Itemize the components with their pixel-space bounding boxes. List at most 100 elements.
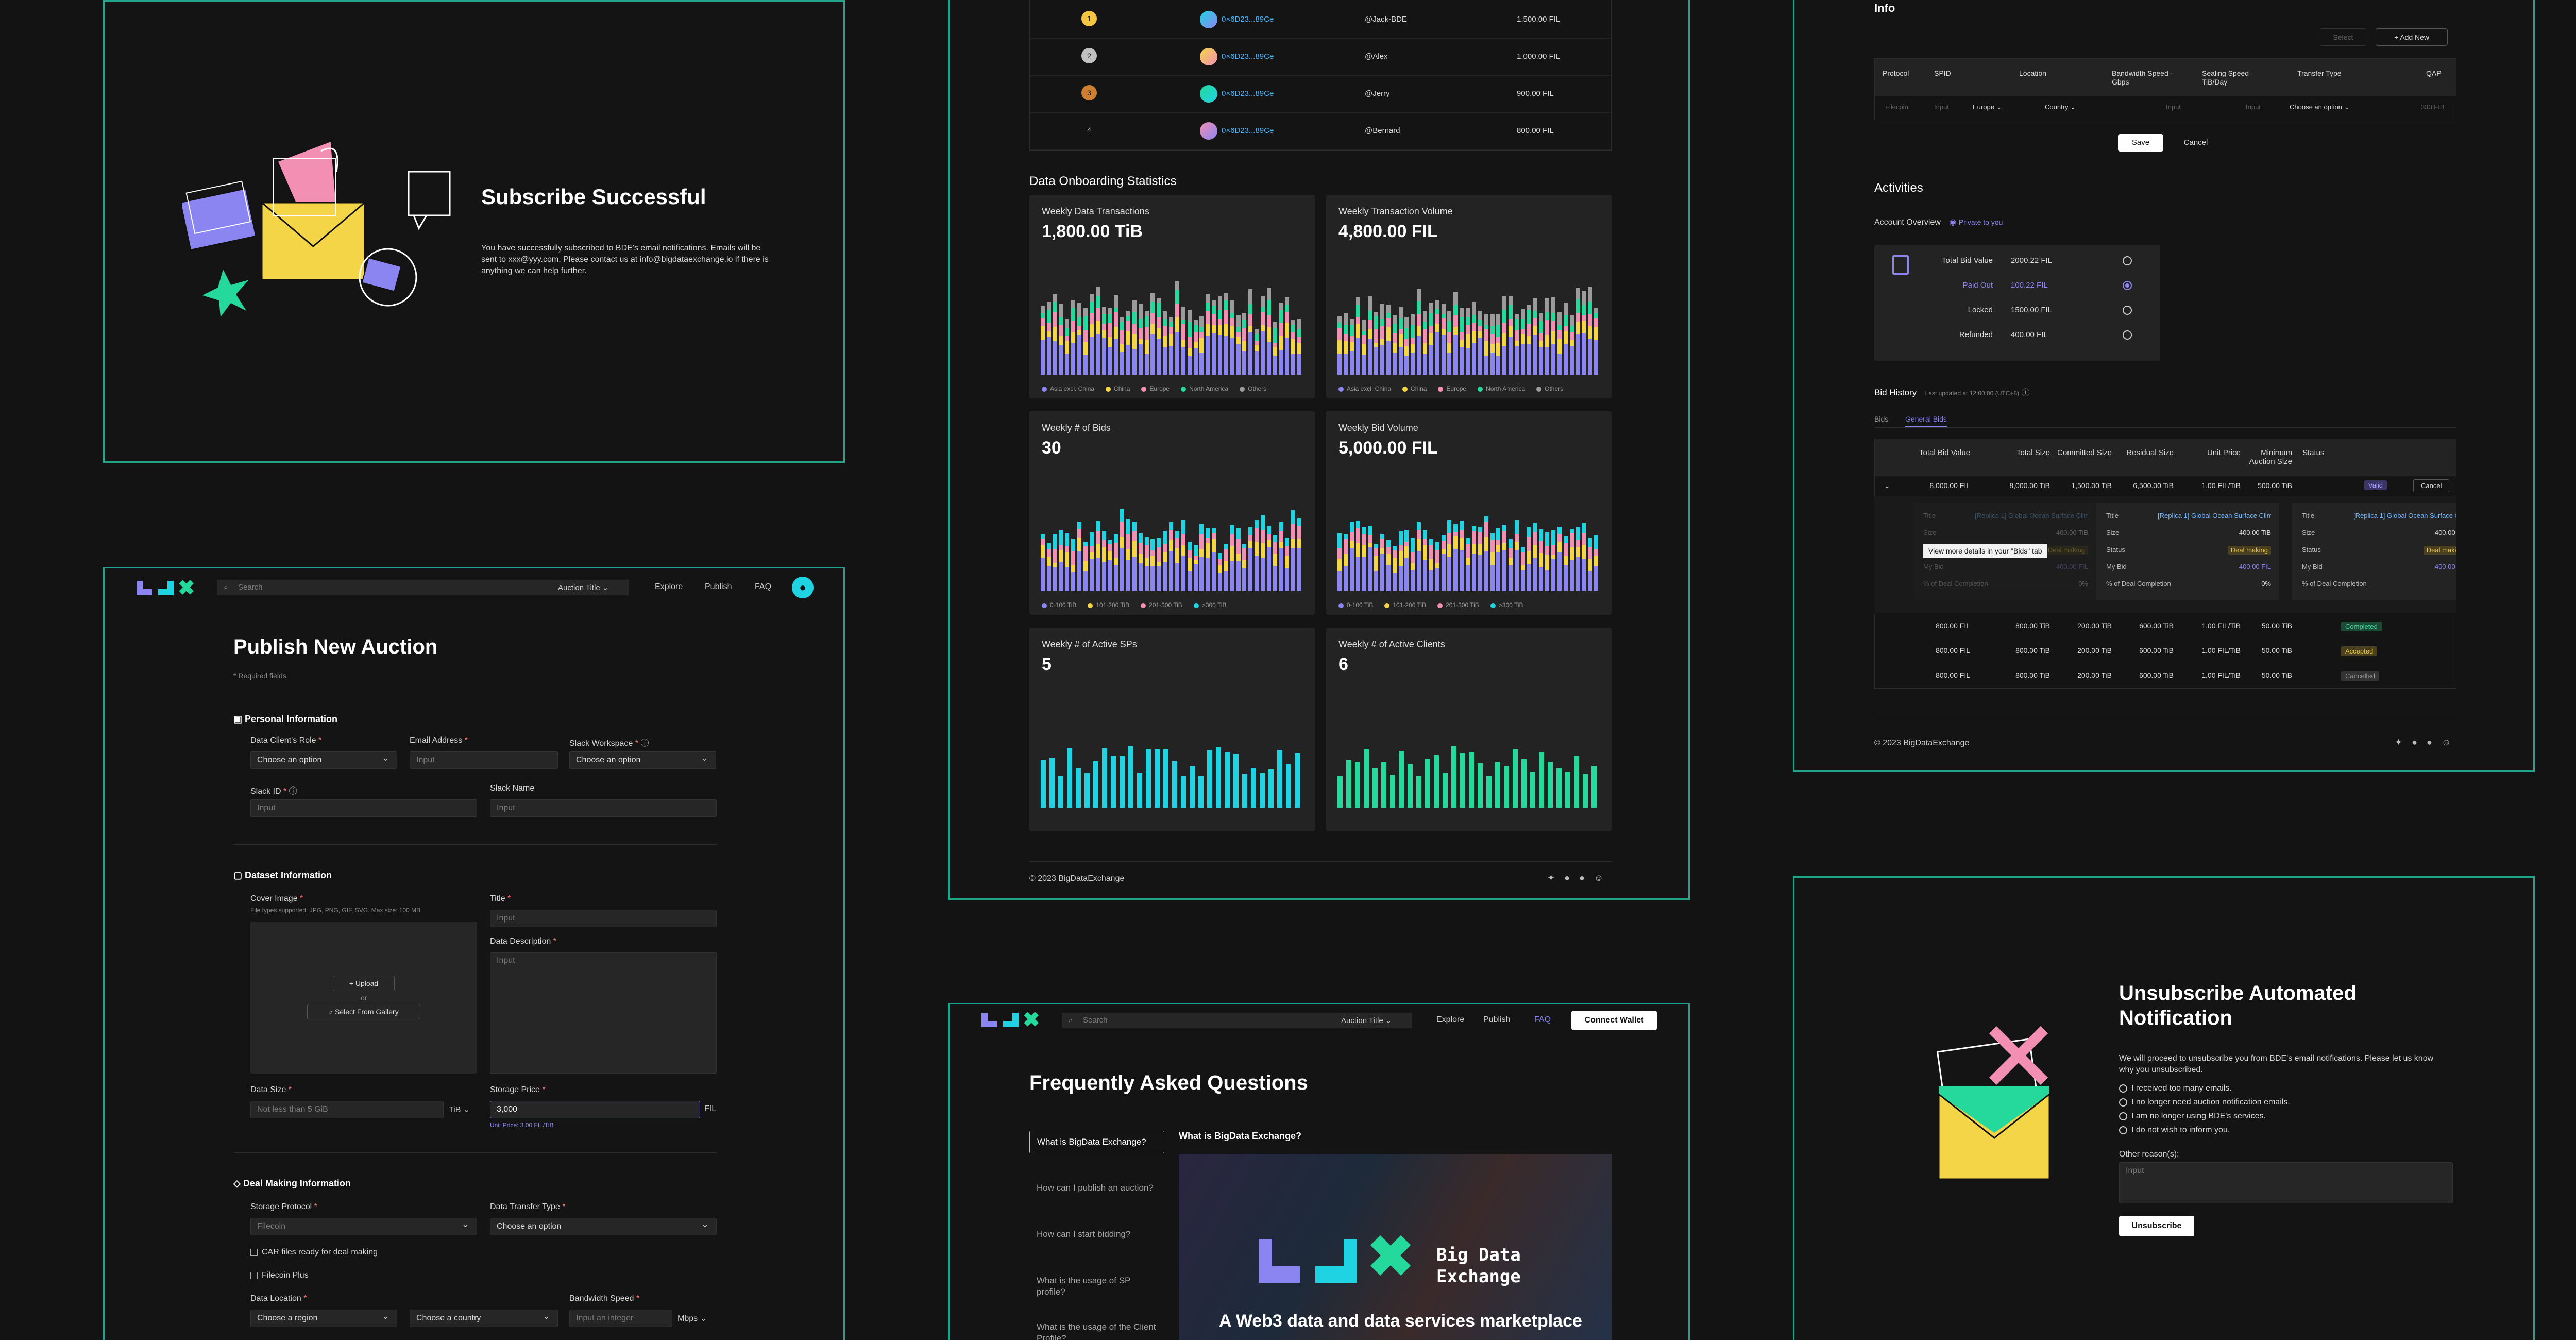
unsubscribe-button[interactable]: Unsubscribe bbox=[2119, 1216, 2194, 1236]
social-icons[interactable]: ✦●●☺ bbox=[2395, 737, 2460, 748]
region-select[interactable]: Choose a region bbox=[250, 1310, 397, 1327]
cancel-bid-button[interactable]: Cancel bbox=[2413, 479, 2450, 492]
bar-segment bbox=[1355, 338, 1360, 375]
chart-bar bbox=[1460, 308, 1464, 375]
wallet-address[interactable]: 0×6D23...89Ce bbox=[1222, 15, 1274, 24]
slack-id-field[interactable]: Input bbox=[250, 799, 477, 817]
faq-item[interactable]: What is the usage of the Client Profile? bbox=[1037, 1322, 1156, 1340]
bandwidth-unit-select[interactable]: Mbps ⌄ bbox=[677, 1314, 707, 1323]
table-cell[interactable]: Input bbox=[1934, 103, 1949, 111]
email-field[interactable]: Input bbox=[410, 751, 558, 769]
table-cell[interactable]: Choose an option ⌄ bbox=[2290, 103, 2350, 111]
upload-button[interactable]: + Upload bbox=[333, 976, 395, 991]
medium-icon[interactable]: ●● bbox=[1564, 873, 1594, 883]
connect-wallet-button[interactable]: Connect Wallet bbox=[1571, 1011, 1657, 1030]
faq-item[interactable]: How can I start bidding? bbox=[1037, 1229, 1131, 1239]
search-input[interactable]: ⌕ Search bbox=[217, 580, 629, 595]
bde-logo[interactable]: ✖ bbox=[137, 578, 198, 598]
tab-general-bids[interactable]: General Bids bbox=[1905, 415, 1947, 427]
filecoin-plus-checkbox[interactable]: Filecoin Plus bbox=[250, 1271, 309, 1280]
status-badge: Accepted bbox=[2341, 646, 2378, 656]
nav-faq[interactable]: FAQ bbox=[1534, 1015, 1551, 1024]
bar-segment bbox=[1095, 531, 1100, 544]
nav-faq[interactable]: FAQ bbox=[755, 582, 772, 591]
faq-item[interactable]: How can I publish an auction? bbox=[1037, 1183, 1154, 1193]
search-scope-select[interactable]: Auction Title ⌄ bbox=[1341, 1016, 1392, 1025]
cancel-button[interactable]: Cancel bbox=[2183, 138, 2208, 147]
info-icon[interactable]: ⓘ bbox=[640, 739, 649, 748]
info-icon[interactable]: ⓘ bbox=[289, 787, 297, 796]
table-cell[interactable]: Country ⌄ bbox=[2045, 103, 2076, 111]
slack-name-field[interactable]: Input bbox=[490, 799, 717, 817]
search-scope-select[interactable]: Auction Title ⌄ bbox=[558, 583, 609, 592]
avatar[interactable]: ● bbox=[792, 577, 814, 598]
cover-dropzone[interactable]: + Upload or ⌕ Select From Gallery bbox=[250, 922, 477, 1074]
info-icon[interactable]: ⓘ bbox=[2021, 389, 2030, 397]
table-cell[interactable]: Input bbox=[2246, 103, 2261, 111]
add-new-button[interactable]: + Add New bbox=[2376, 28, 2448, 46]
medium-icon[interactable]: ●● bbox=[2412, 737, 2442, 747]
country-select[interactable]: Choose a country bbox=[410, 1310, 558, 1327]
table-cell[interactable]: Input bbox=[2166, 103, 2181, 111]
search-input[interactable]: ⌕ Search bbox=[1062, 1013, 1412, 1028]
protocol-select[interactable]: Filecoin bbox=[250, 1218, 477, 1235]
car-ready-checkbox[interactable]: CAR files ready for deal making bbox=[250, 1248, 378, 1257]
bar-segment bbox=[1563, 331, 1568, 344]
transfer-select[interactable]: Choose an option bbox=[490, 1218, 717, 1235]
bde-logo[interactable]: ✖ bbox=[981, 1010, 1043, 1030]
table-cell[interactable]: Filecoin bbox=[1885, 103, 1908, 111]
bar-segment bbox=[1447, 544, 1452, 557]
select-gallery-button[interactable]: ⌕ Select From Gallery bbox=[307, 1004, 420, 1019]
data-size-field[interactable]: Not less than 5 GiB bbox=[250, 1101, 444, 1118]
overview-radio[interactable] bbox=[2123, 256, 2132, 265]
description-field[interactable]: Input bbox=[490, 952, 717, 1074]
nav-publish[interactable]: Publish bbox=[705, 582, 732, 591]
select-button[interactable]: Select bbox=[2320, 28, 2366, 46]
chart-bar bbox=[1343, 534, 1348, 591]
role-select[interactable]: Choose an option bbox=[250, 751, 397, 769]
slack-workspace-select[interactable]: Choose an option bbox=[569, 751, 716, 769]
overview-radio[interactable] bbox=[2123, 330, 2132, 340]
data-size-unit-select[interactable]: TiB ⌄ bbox=[449, 1105, 470, 1114]
reason-radio[interactable]: I am no longer using BDE's services. bbox=[2119, 1112, 2266, 1121]
wallet-address[interactable]: 0×6D23...89Ce bbox=[1222, 126, 1274, 135]
chart-bar bbox=[1144, 311, 1149, 375]
username[interactable]: @Alex bbox=[1365, 52, 1388, 61]
detail-label: Size bbox=[2302, 529, 2315, 537]
twitter-icon[interactable]: ✦ bbox=[1547, 873, 1565, 883]
reason-radio[interactable]: I no longer need auction notification em… bbox=[2119, 1098, 2290, 1107]
chevron-down-icon[interactable]: ⌄ bbox=[1884, 481, 1890, 490]
nav-explore[interactable]: Explore bbox=[655, 582, 683, 591]
table-cell[interactable]: 333 FIB bbox=[2421, 103, 2445, 111]
twitter-icon[interactable]: ✦ bbox=[2395, 737, 2412, 747]
detail-label: Size bbox=[2106, 529, 2120, 537]
faq-item[interactable]: What is the usage of SP profile? bbox=[1037, 1276, 1131, 1297]
nav-publish[interactable]: Publish bbox=[1483, 1015, 1511, 1024]
reason-radio[interactable]: I received too many emails. bbox=[2119, 1084, 2232, 1093]
chart-bar bbox=[1297, 518, 1302, 591]
wallet-address[interactable]: 0×6D23...89Ce bbox=[1222, 52, 1274, 61]
wallet-address[interactable]: 0×6D23...89Ce bbox=[1222, 89, 1274, 98]
other-reason-field[interactable]: Input bbox=[2119, 1162, 2453, 1203]
overview-radio[interactable] bbox=[2123, 281, 2132, 290]
username[interactable]: @Jack-BDE bbox=[1365, 15, 1407, 24]
username[interactable]: @Jerry bbox=[1365, 89, 1390, 98]
overview-radio[interactable] bbox=[2123, 306, 2132, 315]
bar-segment bbox=[1362, 344, 1366, 355]
price-field[interactable]: 3,000 bbox=[490, 1101, 700, 1118]
tab-bids[interactable]: Bids bbox=[1874, 415, 1889, 423]
reason-radio[interactable]: I do not wish to inform you. bbox=[2119, 1126, 2230, 1135]
save-button[interactable]: Save bbox=[2118, 134, 2163, 152]
nav-explore[interactable]: Explore bbox=[1436, 1015, 1465, 1024]
bar-segment bbox=[1466, 565, 1470, 591]
bar-segment bbox=[1297, 548, 1302, 591]
discord-icon[interactable]: ☺ bbox=[1594, 873, 1613, 883]
faq-item[interactable]: What is BigData Exchange? bbox=[1029, 1131, 1164, 1153]
username[interactable]: @Bernard bbox=[1365, 126, 1400, 135]
bandwidth-field[interactable]: Input an integer bbox=[569, 1310, 672, 1327]
bar-segment bbox=[1248, 332, 1253, 375]
title-field[interactable]: Input bbox=[490, 910, 717, 927]
table-cell[interactable]: Europe ⌄ bbox=[1973, 103, 2002, 111]
social-icons[interactable]: ✦●●☺ bbox=[1547, 873, 1613, 883]
discord-icon[interactable]: ☺ bbox=[2441, 737, 2461, 747]
